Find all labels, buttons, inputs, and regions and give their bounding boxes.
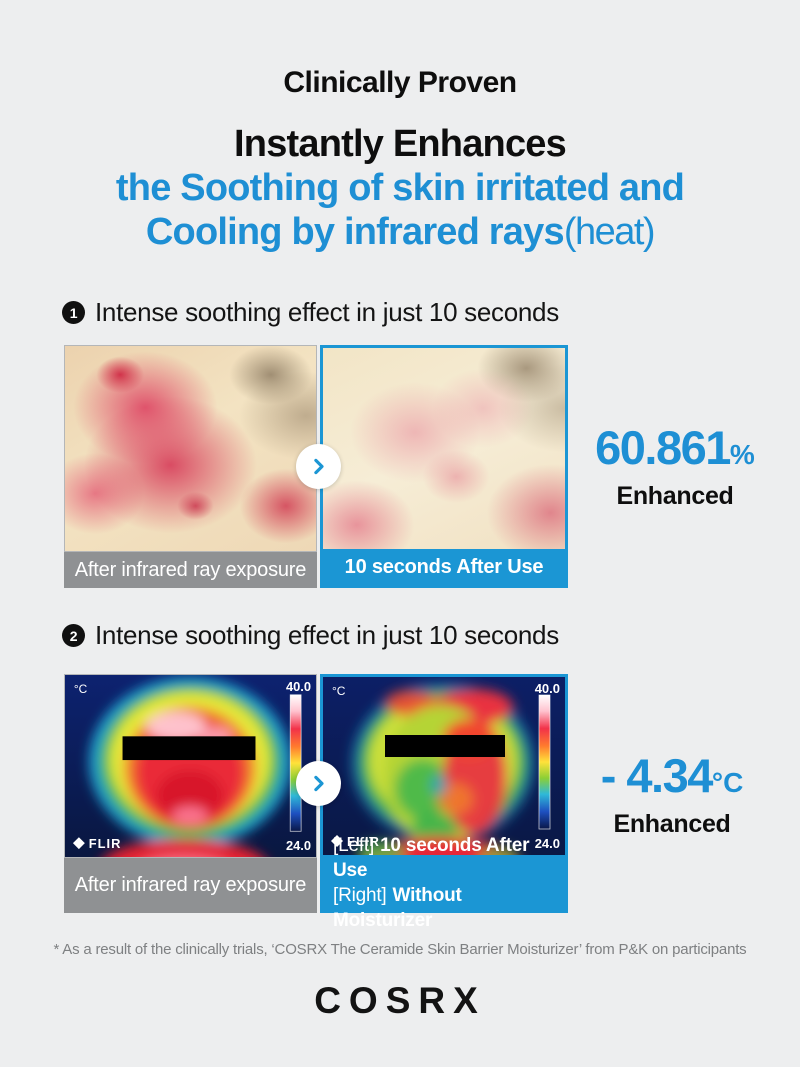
- footnote: * As a result of the clinically trials, …: [53, 941, 747, 958]
- title-line-blue-2-light: (heat): [563, 211, 656, 253]
- section-1-heading: 1 Intense soothing effect in just 10 sec…: [62, 297, 559, 328]
- section-1-heading-text: Intense soothing effect in just 10 secon…: [95, 297, 559, 327]
- stat-cooling-caption: Enhanced: [613, 810, 731, 838]
- stat-cooling-value: - 4.34°C: [572, 752, 772, 807]
- cosrx-logo: COSRX: [314, 980, 486, 1021]
- stat-soothing-caption: Enhanced: [616, 482, 734, 510]
- flir-logo-text: FLIR: [89, 836, 122, 851]
- section-2-number-badge: 2: [62, 624, 85, 647]
- eyebrow-title: Clinically Proven: [283, 66, 517, 99]
- stat-cooling: - 4.34°C Enhanced: [572, 752, 772, 839]
- flir-logo: FLIR: [331, 834, 380, 849]
- before-label: After infrared ray exposure: [64, 552, 317, 588]
- thermal-max-label: 40.0: [535, 681, 560, 696]
- chevron-right-glyph: [314, 775, 324, 792]
- stat-cooling-number: - 4.34: [600, 749, 714, 802]
- before-box-thermal: °C 40.0 24.0 FLIR After infrared ray exp…: [64, 674, 317, 913]
- thermal-min-label: 24.0: [535, 836, 560, 851]
- thermal-unit-label: °C: [74, 682, 88, 696]
- title-line-blue-2: Cooling by infrared rays(heat): [0, 210, 800, 254]
- after-label-line-1: [Left] 10 seconds After Use: [333, 833, 565, 883]
- before-label-thermal: After infrared ray exposure: [64, 858, 317, 913]
- chevron-right-glyph: [314, 458, 324, 475]
- after-label-thermal: [Left] 10 seconds After Use [Right] Withou…: [323, 835, 565, 931]
- stat-soothing: 60.861% Enhanced: [575, 424, 775, 511]
- after-label-line-1-prefix: [Left]: [333, 834, 375, 856]
- stat-soothing-unit: %: [729, 439, 755, 470]
- title-line-black: Instantly Enhances: [234, 123, 567, 165]
- thermal-after-svg: °C 40.0 24.0 FLIR: [323, 677, 565, 855]
- title-line-blue-1: the Soothing of skin irritated and: [115, 167, 685, 209]
- after-label-line-1-text: 10 seconds After Use: [333, 834, 530, 881]
- after-box-thermal: °C 40.0 24.0 FLIR [Left] 10 seconds After…: [320, 674, 568, 931]
- thermal-before-svg: °C 40.0 24.0 FLIR: [65, 675, 316, 857]
- thermal-unit-label: °C: [332, 684, 346, 698]
- after-label: 10 seconds After Use: [323, 549, 565, 585]
- section-2-heading-text: Intense soothing effect in just 10 secon…: [95, 620, 559, 650]
- after-label-line-2-prefix: [Right]: [333, 884, 387, 906]
- section-2-heading: 2 Intense soothing effect in just 10 sec…: [62, 620, 559, 651]
- page-title: Instantly Enhances the Soothing of skin …: [0, 122, 800, 254]
- after-skin-image: [323, 348, 565, 549]
- flir-logo-text: FLIR: [347, 834, 380, 849]
- arrow-right-icon: [296, 444, 341, 489]
- flir-logo: FLIR: [72, 836, 122, 851]
- after-box-skin: 10 seconds After Use: [320, 345, 568, 588]
- after-label-line-2-text: Without Moisturizer: [333, 884, 462, 931]
- before-skin-image: [64, 345, 317, 552]
- stat-cooling-unit: °C: [711, 767, 744, 798]
- arrow-right-icon: [296, 761, 341, 806]
- before-box-skin: After infrared ray exposure: [64, 345, 317, 588]
- before-thermal-image: °C 40.0 24.0 FLIR: [64, 674, 317, 858]
- after-thermal-image: °C 40.0 24.0 FLIR: [323, 677, 565, 855]
- stat-soothing-value: 60.861%: [575, 424, 775, 479]
- thermal-min-label: 24.0: [286, 838, 311, 853]
- section-1-number-badge: 1: [62, 301, 85, 324]
- after-label-line-2: [Right] Without Moisturizer: [333, 883, 565, 933]
- title-line-blue-2-bold: Cooling by infrared rays: [145, 211, 565, 253]
- stat-soothing-number: 60.861: [595, 421, 731, 474]
- thermal-max-label: 40.0: [286, 679, 311, 694]
